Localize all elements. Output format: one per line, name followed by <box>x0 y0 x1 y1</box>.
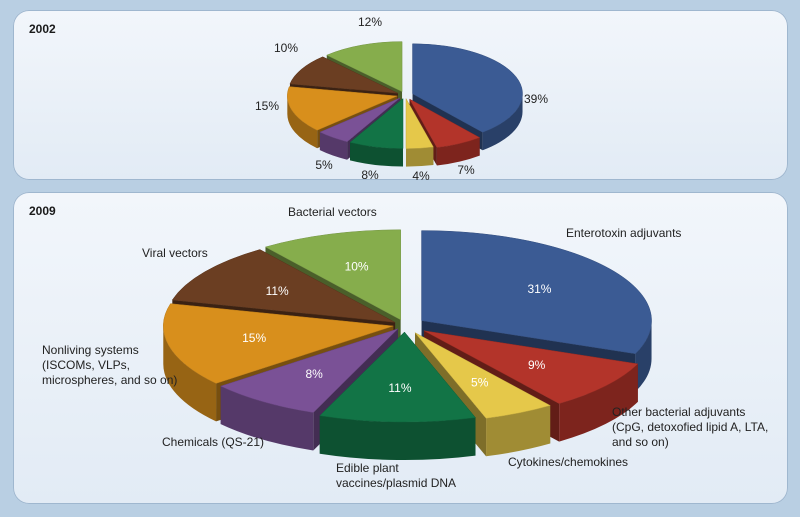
pie-2002-slice-5 <box>287 86 398 131</box>
pie-2002-slice-1 <box>408 98 481 148</box>
category-label-enterotoxin: Enterotoxin adjuvants <box>566 226 681 240</box>
pie-2009-slice-6 <box>171 249 396 323</box>
category-label-chemicals: Chemicals (QS-21) <box>162 435 264 449</box>
pie-2002-value-label-3: 8% <box>361 168 379 182</box>
pie-2002-slice-0 <box>412 43 523 133</box>
pie-2002-slice-wall-1 <box>436 137 480 166</box>
pie-2009-slice-wall-5 <box>163 326 217 422</box>
pie-2009-value-label-7: 10% <box>345 260 369 274</box>
pie-2002-slice-wall-2 <box>406 147 434 167</box>
pie-2009-value-label-1: 9% <box>528 358 546 372</box>
pie-2009-value-label-0: 31% <box>527 282 551 296</box>
pie-2009-slice-0 <box>421 230 652 354</box>
pie-2009-value-label-6: 11% <box>266 284 289 298</box>
pie-2002-value-label-5: 15% <box>255 99 279 113</box>
pie-2009-slice-wall-4 <box>220 386 314 451</box>
pie-2009-slice-1 <box>423 330 639 404</box>
category-label-bacterial: Bacterial vectors <box>288 205 377 219</box>
pie-2009-value-label-4: 8% <box>305 367 323 381</box>
pie-2002-slice-3 <box>349 97 404 149</box>
pie-2002-slice-7 <box>326 41 403 93</box>
pie-2009-slice-wall-2 <box>486 405 551 457</box>
panel-title-2009: 2009 <box>29 204 56 218</box>
pie-2002-slice-wall-5 <box>287 96 318 149</box>
pie-2002-pie: 39% 7% 4% 8% 5% 15% 10% 12% <box>255 15 548 183</box>
pie-2002-slice-wall-0 <box>482 93 523 151</box>
pie-2009-slice-4 <box>220 328 399 413</box>
category-label-viral: Viral vectors <box>142 246 208 260</box>
pie-2002-value-label-7: 12% <box>358 15 382 29</box>
pie-2009-value-label-5: 15% <box>242 331 266 345</box>
pie-2009-slice-5 <box>163 303 394 384</box>
pie-2009-slice-2 <box>414 332 551 419</box>
pie-2002-value-label-0: 39% <box>524 92 548 106</box>
pie-2009-value-label-2: 5% <box>471 375 489 389</box>
pie-2009-slice-wall-1 <box>559 363 638 442</box>
category-label-edible: Edible plant vaccines/plasmid DNA <box>336 461 456 490</box>
category-label-cytokines: Cytokines/chemokines <box>508 455 628 469</box>
pie-2002-slice-2 <box>405 97 434 149</box>
pie-2002-value-label-6: 10% <box>274 41 298 55</box>
pie-2009-slice-7 <box>264 229 401 321</box>
pie-2009-value-label-3: 11% <box>388 381 411 395</box>
pie-2009-slice-wall-0 <box>635 320 652 392</box>
pie-2009-slice-3 <box>319 331 476 423</box>
pie-2009-slice-wall-3 <box>319 415 476 461</box>
pie-2002-slice-wall-4 <box>319 132 348 160</box>
pie-2002-value-label-4: 5% <box>315 158 333 172</box>
category-label-nonliving: Nonliving systems (ISCOMs, VLPs, microsphe… <box>42 343 177 387</box>
pie-2002-slice-4 <box>319 97 401 142</box>
pie-2002-slice-6 <box>289 56 399 94</box>
panel-title-2002: 2002 <box>29 22 56 36</box>
category-label-other_bacterial: Other bacterial adjuvants (CpG, detoxofie… <box>612 405 768 449</box>
pie-2009-pie: 31% 9% 5% 11% 8% 15% 11% 10% <box>163 229 652 461</box>
pie-2002-value-label-2: 4% <box>412 169 430 183</box>
pie-2002-value-label-1: 7% <box>457 163 475 177</box>
